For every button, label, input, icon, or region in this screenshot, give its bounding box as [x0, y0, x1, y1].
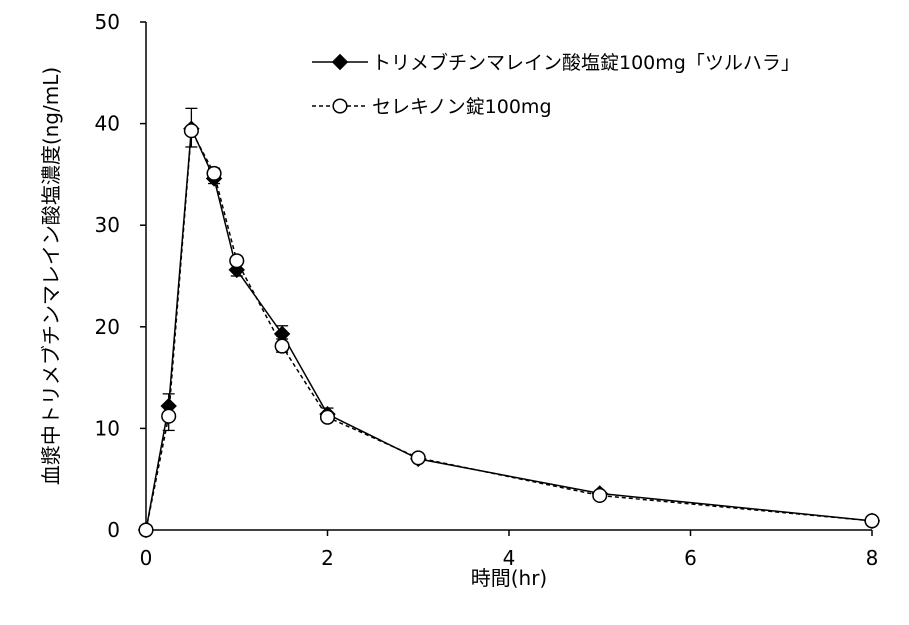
x-tick-label: 6 [684, 546, 697, 570]
x-axis-title: 時間(hr) [471, 566, 548, 590]
y-tick-label: 10 [95, 416, 120, 440]
y-axis-title: 血漿中トリメブチンマレイン酸塩濃度(ng/mL) [39, 67, 63, 485]
legend-entry-1: トリメブチンマレイン酸塩錠100mg「ツルハラ」 [312, 51, 800, 74]
series-line [145, 128, 873, 531]
x-tick-label: 2 [321, 546, 334, 570]
axes: 0 10 20 30 40 50 0 2 4 6 8 [95, 10, 879, 570]
legend-label: セレキノン錠100mg [372, 96, 552, 118]
circle-marker [206, 165, 222, 181]
y-tick-label: 40 [95, 112, 120, 136]
circle-marker [332, 98, 348, 114]
legend-label: トリメブチンマレイン酸塩錠100mg「ツルハラ」 [372, 51, 800, 74]
circle-marker [410, 450, 426, 466]
series-line [145, 125, 873, 531]
legend: トリメブチンマレイン酸塩錠100mg「ツルハラ」セレキノン錠100mg [312, 51, 800, 118]
circle-marker [592, 487, 608, 504]
circle-marker [319, 409, 336, 425]
series-1 [137, 107, 881, 539]
y-tick-label: 30 [95, 213, 120, 237]
y-tick-label: 50 [95, 10, 120, 34]
series-layer [137, 107, 881, 539]
circle-marker [229, 253, 245, 269]
legend-entry-2: セレキノン錠100mg [312, 96, 552, 118]
series-2 [138, 123, 880, 538]
y-tick-label: 0 [107, 518, 120, 542]
circle-marker [138, 522, 154, 538]
circle-marker [864, 513, 880, 529]
y-tick-label: 20 [95, 315, 120, 339]
circle-marker [161, 408, 177, 424]
diamond-marker [331, 53, 349, 71]
x-tick-label: 4 [503, 546, 516, 570]
circle-marker [274, 338, 290, 354]
x-tick-label: 8 [866, 546, 879, 570]
x-tick-label: 0 [140, 546, 153, 570]
circle-marker [183, 123, 199, 139]
